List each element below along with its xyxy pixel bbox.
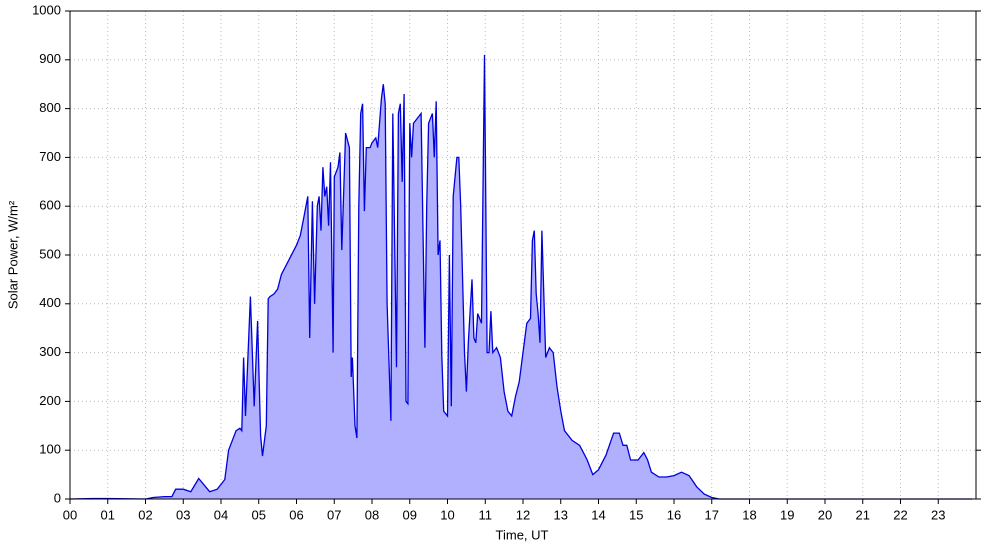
x-tick-label: 18	[742, 507, 756, 522]
x-tick-label: 09	[403, 507, 417, 522]
x-tick-label: 01	[101, 507, 115, 522]
x-tick-label: 19	[780, 507, 794, 522]
y-tick-label: 900	[39, 51, 61, 66]
x-tick-label: 17	[705, 507, 719, 522]
x-tick-label: 07	[327, 507, 341, 522]
x-axis-label: Time, UT	[496, 527, 549, 542]
x-tick-label: 23	[931, 507, 945, 522]
y-tick-label: 300	[39, 344, 61, 359]
y-tick-label: 500	[39, 246, 61, 261]
x-tick-label: 15	[629, 507, 643, 522]
x-tick-label: 00	[63, 507, 77, 522]
y-tick-label: 0	[54, 490, 61, 505]
x-tick-label: 05	[252, 507, 266, 522]
y-tick-label: 1000	[32, 2, 61, 17]
y-tick-label: 400	[39, 295, 61, 310]
x-tick-label: 04	[214, 507, 228, 522]
line	[69, 54, 973, 500]
x-tick-label: 22	[893, 507, 907, 522]
x-tick-label: 02	[138, 507, 152, 522]
x-tick-label: 20	[818, 507, 832, 522]
x-tick-label: 21	[856, 507, 870, 522]
y-tick-label: 600	[39, 198, 61, 213]
x-tick-label: 16	[667, 507, 681, 522]
plot-frame	[69, 10, 977, 500]
y-tick-label: 800	[39, 100, 61, 115]
x-tick-label: 11	[479, 507, 493, 522]
area-fill	[70, 54, 973, 500]
x-tick-label: 14	[591, 507, 605, 522]
y-tick-label: 700	[39, 149, 61, 164]
x-tick-label: 06	[289, 507, 303, 522]
x-tick-label: 10	[440, 507, 454, 522]
y-tick-label: 100	[39, 442, 61, 457]
x-tick-label: 08	[365, 507, 379, 522]
x-tick-label: 12	[516, 507, 530, 522]
x-tick-label: 03	[176, 507, 190, 522]
x-tick-label: 13	[554, 507, 568, 522]
y-axis-label: Solar Power, W/m²	[5, 200, 20, 309]
y-tick-label: 200	[39, 393, 61, 408]
